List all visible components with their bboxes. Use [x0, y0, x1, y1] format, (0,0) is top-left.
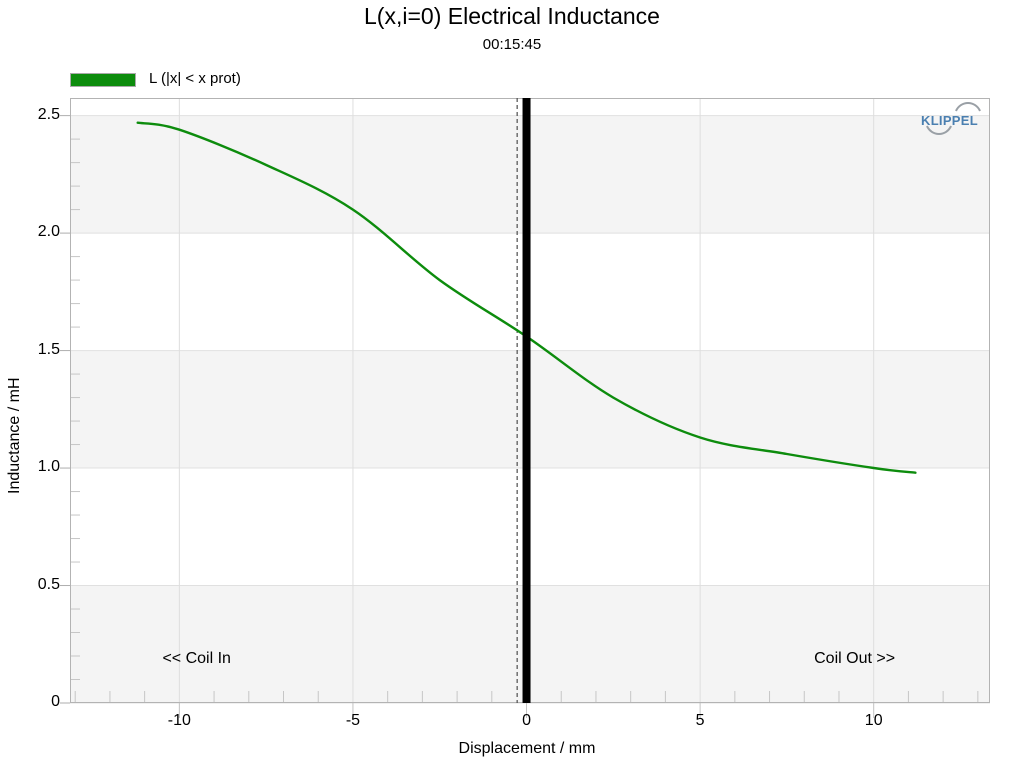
y-tick-label: 0.5	[37, 575, 60, 593]
x-axis-title: Displacement / mm	[458, 740, 596, 757]
x-tick-label: -10	[167, 712, 191, 729]
y-tick-label: 2.5	[37, 105, 60, 123]
klippel-logo-top-arc	[955, 102, 981, 112]
legend-swatch-green	[70, 72, 136, 87]
klippel-logo: KLIPPEL	[921, 102, 981, 135]
legend: L (|x| < x prot)	[70, 70, 241, 88]
chart-timestamp: 00:15:45	[482, 36, 542, 53]
y-tick-label: 1.5	[37, 340, 60, 358]
y-tick-label: 0	[51, 693, 60, 710]
inductance-chart	[60, 98, 990, 718]
klippel-logo-bottom-arc	[926, 125, 952, 135]
x-tick-label: 5	[695, 712, 705, 729]
y-tick-label: 1.0	[37, 458, 60, 476]
x-tick-label: 10	[864, 712, 883, 729]
zero-position-bar	[522, 98, 531, 703]
legend-label: L (|x| < x prot)	[149, 70, 241, 87]
klippel-logo-text: KLIPPEL	[921, 113, 978, 128]
coil-in-annotation: << Coil In	[162, 650, 231, 667]
x-tick-label: -5	[345, 712, 361, 729]
y-tick-label: 2.0	[37, 223, 60, 241]
x-tick-label: 0	[522, 712, 531, 729]
plot-area: << Coil In Coil Out >> KLIPPEL	[60, 98, 990, 718]
page-title: L(x,i=0) Electrical Inductance	[364, 3, 660, 29]
coil-out-annotation: Coil Out >>	[814, 650, 896, 667]
